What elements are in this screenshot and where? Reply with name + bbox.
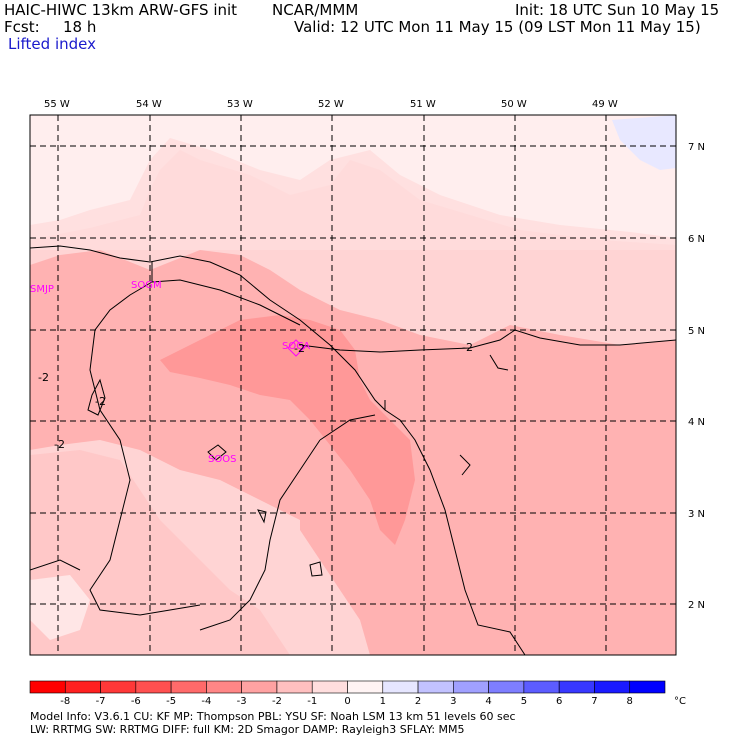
station-label: SOOS: [208, 454, 236, 465]
colorbar-swatch: [523, 680, 560, 694]
model-info-line2: LW: RRTMG SW: RRTMG DIFF: full KM: 2D Sm…: [30, 723, 465, 736]
lat-label: 4 N: [688, 417, 705, 428]
colorbar-tick-label: -2: [272, 696, 282, 707]
field-name: Lifted index: [8, 35, 96, 53]
colorbar-tick-label: -8: [60, 696, 70, 707]
colorbar-swatch: [64, 680, 101, 694]
colorbar-swatch: [29, 680, 66, 694]
colorbar-tick-label: -7: [96, 696, 106, 707]
lat-label: 7 N: [688, 142, 705, 153]
lat-label: 3 N: [688, 509, 705, 520]
colorbar-swatch: [417, 680, 454, 694]
colorbar-tick-label: 5: [521, 696, 527, 707]
colorbar-tick-label: 2: [415, 696, 421, 707]
colorbar-tick-label: -6: [131, 696, 141, 707]
colorbar-tick-label: -1: [307, 696, 317, 707]
colorbar-swatch: [488, 680, 525, 694]
lat-label: 6 N: [688, 234, 705, 245]
colorbar-swatch: [453, 680, 489, 694]
lon-label: 54 W: [136, 99, 162, 110]
colorbar-tick-label: -3: [237, 696, 247, 707]
station-label: SOGM: [131, 280, 162, 291]
lat-label: 5 N: [688, 326, 705, 337]
colorbar-tick-label: 6: [556, 696, 562, 707]
colorbar-swatch: [382, 680, 419, 694]
map-frame: [29, 114, 677, 656]
lat-labels: 7 N 6 N 5 N 4 N 3 N 2 N: [688, 142, 705, 611]
model-info-line1: Model Info: V3.6.1 CU: KF MP: Thompson P…: [30, 710, 516, 723]
colorbar-tick-label: 7: [591, 696, 597, 707]
contour-label: -2: [54, 438, 65, 451]
colorbar-swatch: [276, 680, 313, 694]
colorbar-tick-label: 1: [380, 696, 386, 707]
contour-label: -2: [38, 371, 49, 384]
coastline: [30, 245, 526, 655]
init-time: Init: 18 UTC Sun 10 May 15: [515, 1, 720, 19]
colorbar-swatch: [241, 680, 278, 694]
colorbar-swatch: [170, 680, 207, 694]
colorbar-swatch: [594, 680, 631, 694]
colorbar-unit: °C: [674, 696, 686, 707]
colorbar-tick-label: 4: [485, 696, 491, 707]
station-label: SMJP: [30, 284, 54, 295]
lat-label: 2 N: [688, 600, 705, 611]
stations: SMJP SOCA SOGM SOOS: [30, 280, 310, 465]
lon-label: 50 W: [501, 99, 527, 110]
colorbar: -8 -7 -6 -5 -4 -3 -2 -1 0 1 2 3 4 5 6 7 8: [29, 680, 666, 707]
colorbar-tick-label: 0: [344, 696, 350, 707]
fcst-label: Fcst:: [4, 18, 40, 36]
contour-values: -2 -2 -2 -2 -2: [38, 341, 473, 451]
model-title: HAIC-HIWC 13km ARW-GFS init: [4, 1, 238, 19]
colorbar-tick-label: -4: [201, 696, 211, 707]
station-marker: [287, 339, 305, 357]
colorbar-swatch: [135, 680, 172, 694]
station-label: SOCA: [282, 341, 310, 352]
lon-label: 53 W: [227, 99, 253, 110]
lon-labels: 55 W 54 W 53 W 52 W 51 W 50 W 49 W: [44, 99, 618, 110]
lifted-index-field: [30, 115, 676, 655]
contour-lines: [87, 329, 676, 577]
contour-label: -2: [294, 342, 305, 355]
colorbar-swatch: [311, 680, 348, 694]
colorbar-tick-label: -5: [166, 696, 176, 707]
colorbar-swatch: [629, 680, 666, 694]
colorbar-swatch: [347, 680, 384, 694]
lon-label: 55 W: [44, 99, 70, 110]
valid-time: Valid: 12 UTC Mon 11 May 15 (09 LST Mon …: [294, 18, 701, 36]
contour-label: -2: [462, 341, 473, 354]
org-label: NCAR/MMM: [272, 1, 359, 19]
colorbar-tick-label: 3: [450, 696, 456, 707]
lon-label: 49 W: [592, 99, 618, 110]
lat-lon-grid: [30, 115, 676, 655]
fcst-value: 18 h: [63, 18, 97, 36]
colorbar-swatch: [206, 680, 242, 694]
contour-label: -2: [95, 395, 106, 408]
colorbar-swatch: [100, 680, 137, 694]
colorbar-swatch: [558, 680, 595, 694]
lon-label: 52 W: [318, 99, 344, 110]
colorbar-tick-label: 8: [627, 696, 633, 707]
lon-label: 51 W: [410, 99, 436, 110]
